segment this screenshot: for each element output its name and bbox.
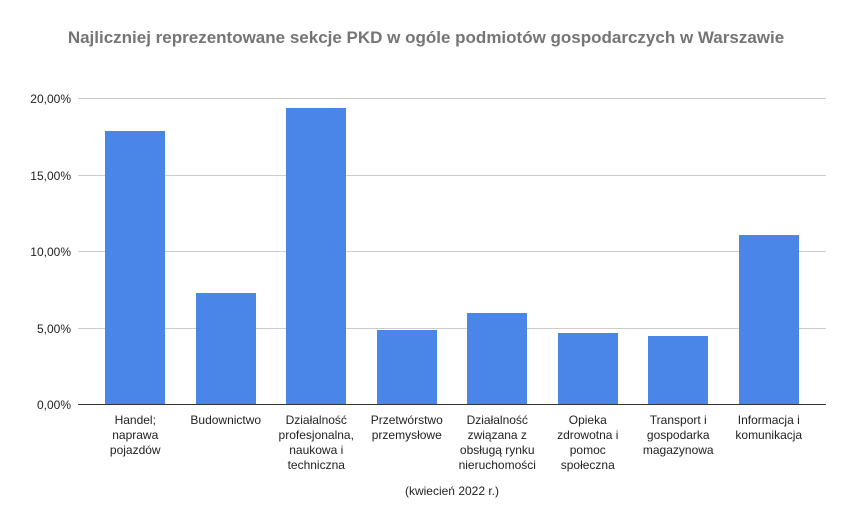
bar-column	[90, 99, 181, 405]
bar-2	[195, 293, 256, 405]
bar-column	[452, 99, 543, 405]
x-category-label: Handel; naprawa pojazdów	[109, 413, 161, 457]
x-axis-category-labels: Handel; naprawa pojazdów Budownictwo Dział…	[90, 413, 814, 473]
bar-4	[376, 330, 437, 405]
x-category-label: Budownictwo	[190, 413, 262, 427]
bar-column	[543, 99, 634, 405]
x-category-label: Działalność profesjonalna, naukowa i tec…	[278, 413, 354, 472]
bar-7	[648, 336, 709, 405]
bar-3	[286, 108, 347, 405]
x-axis-line	[78, 404, 826, 405]
y-tick-label: 10,00%	[30, 245, 71, 259]
gridline	[78, 251, 826, 252]
x-category-label: Informacja i komunikacja	[735, 413, 803, 442]
gridline	[78, 327, 826, 329]
bar-8	[738, 235, 799, 405]
y-tick-label: 15,00%	[30, 168, 71, 183]
bar-column	[724, 99, 815, 405]
bar-column	[633, 99, 724, 405]
bar-column	[181, 99, 272, 405]
y-axis-tick-labels: 0,00% 5,00% 10,00% 15,00% 20,00%	[0, 92, 71, 412]
bar-6	[557, 333, 618, 405]
bar-series	[90, 99, 814, 405]
y-tick-label: 0,00%	[36, 398, 71, 412]
x-category-label: Działalność związana z obsługą rynku nie…	[458, 413, 536, 472]
y-tick-label: 5,00%	[36, 321, 71, 336]
bar-column	[271, 99, 362, 405]
gridline	[78, 174, 826, 176]
bar-1	[105, 131, 166, 405]
x-category-label: Przetwórstwo przemysłowe	[370, 413, 443, 442]
y-tick-label: 20,00%	[30, 92, 71, 106]
x-category-label: Opieka zdrowotna i pomoc społeczna	[557, 413, 619, 472]
plot-area	[78, 98, 826, 405]
bar-column	[362, 99, 453, 405]
gridline	[78, 98, 826, 99]
x-category-label: Transport i gospodarka magazynowa	[642, 413, 714, 457]
chart-title: Najliczniej reprezentowane sekcje PKD w …	[67, 28, 785, 47]
chart-subtitle: (kwiecień 2022 r.)	[404, 484, 500, 498]
bar-5	[467, 313, 528, 405]
